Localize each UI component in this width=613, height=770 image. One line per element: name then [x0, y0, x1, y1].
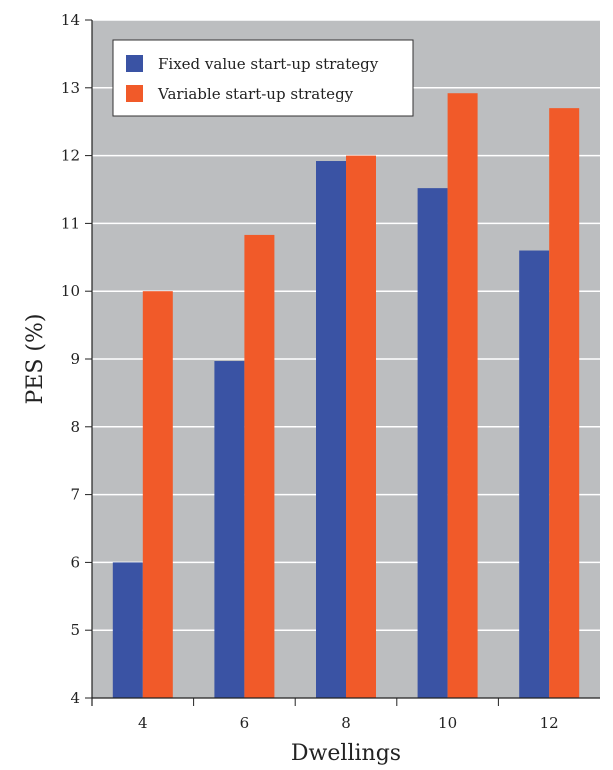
- legend-label-fixed: Fixed value start-up strategy: [158, 55, 379, 73]
- y-axis-ticks: 4 5 6 7 8 9 10 11 12 13 14: [61, 11, 92, 707]
- bar-variable-6: [244, 234, 275, 698]
- y-tick-label: 12: [61, 147, 80, 165]
- bar-fixed-8: [316, 161, 346, 699]
- bar-variable-10: [447, 93, 478, 698]
- x-tick-label: 8: [341, 714, 351, 732]
- y-tick-label: 8: [70, 418, 80, 436]
- bars: [112, 93, 580, 699]
- legend-swatch-variable: [126, 85, 143, 102]
- bar-variable-4: [142, 291, 173, 698]
- y-tick-label: 7: [70, 486, 80, 504]
- x-tick-label: 6: [240, 714, 250, 732]
- bar-fixed-4: [112, 562, 143, 698]
- x-tick-label: 12: [540, 714, 559, 732]
- y-tick-label: 14: [61, 11, 80, 29]
- y-tick-label: 11: [61, 214, 80, 232]
- legend: Fixed value start-up strategy Variable s…: [112, 39, 414, 117]
- bar-fixed-10: [417, 188, 448, 699]
- x-axis-ticks: 4 6 8 10 12: [138, 698, 559, 732]
- x-tick-label: 10: [438, 714, 457, 732]
- y-tick-label: 9: [70, 350, 80, 368]
- y-tick-label: 6: [70, 553, 80, 571]
- bar-fixed-12: [519, 250, 550, 698]
- bar-fixed-6: [214, 361, 245, 698]
- x-axis-label: Dwellings: [291, 741, 401, 766]
- y-tick-label: 4: [70, 689, 80, 707]
- y-tick-label: 5: [70, 621, 80, 639]
- bar-variable-12: [549, 108, 580, 698]
- y-axis-label: PES (%): [23, 314, 48, 405]
- y-tick-label: 10: [61, 282, 80, 300]
- x-tick-label: 4: [138, 714, 148, 732]
- axes: [91, 20, 600, 706]
- legend-label-variable: Variable start-up strategy: [157, 85, 354, 103]
- bar-variable-8: [346, 155, 376, 699]
- legend-swatch-fixed: [126, 55, 143, 72]
- y-tick-label: 13: [61, 79, 80, 97]
- legend-box: [112, 39, 414, 117]
